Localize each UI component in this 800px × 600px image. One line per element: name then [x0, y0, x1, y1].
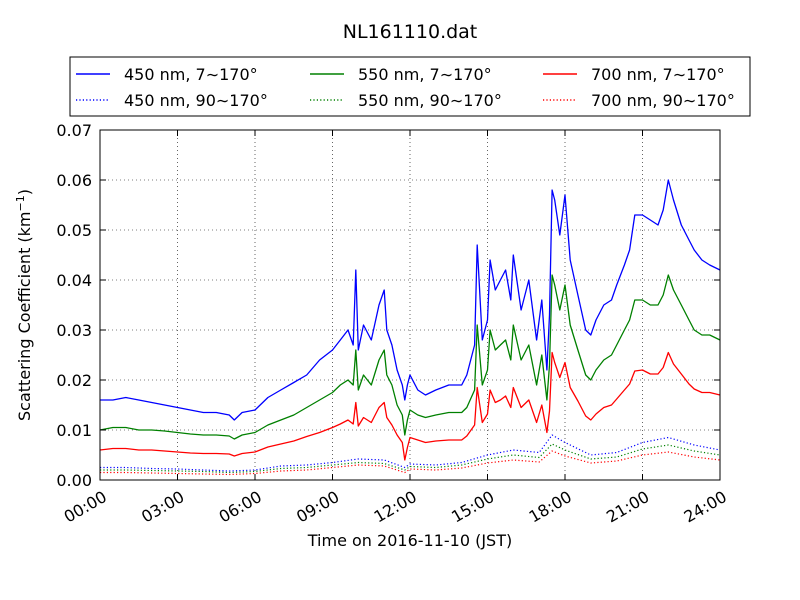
y-axis-label: Scattering Coefficient (km−1)	[14, 189, 34, 421]
x-tick-label: 21:00	[603, 487, 652, 527]
y-axis-label-main: Scattering Coefficient (km	[15, 211, 34, 421]
legend-label: 700 nm, 90∼170°	[591, 91, 735, 110]
x-tick-label: 24:00	[681, 487, 730, 527]
y-tick-label: 0.00	[56, 471, 92, 490]
legend-label: 700 nm, 7∼170°	[591, 65, 725, 84]
legend-label: 550 nm, 90∼170°	[358, 91, 502, 110]
x-tick-label: 00:00	[61, 487, 110, 527]
legend-label: 450 nm, 90∼170°	[124, 91, 268, 110]
series-line	[99, 274, 721, 440]
legend-label: 450 nm, 7∼170°	[124, 65, 258, 84]
y-tick-label: 0.04	[56, 271, 92, 290]
legend: 450 nm, 7∼170° 550 nm, 7∼170° 700 nm, 7∼17…	[69, 56, 751, 117]
y-tick-label: 0.02	[56, 371, 92, 390]
x-tick-label: 12:00	[371, 487, 420, 527]
series-lines	[99, 179, 721, 476]
x-tick-label: 15:00	[448, 487, 497, 527]
x-tick-label: 09:00	[293, 487, 342, 527]
series-line	[100, 179, 721, 421]
x-tick-label: 03:00	[138, 487, 187, 527]
legend-items: 450 nm, 7∼170° 550 nm, 7∼170° 700 nm, 7∼17…	[76, 65, 735, 110]
y-tick-label: 0.05	[56, 221, 92, 240]
chart-title: NL161110.dat	[343, 21, 478, 43]
y-tick-label: 0.06	[56, 171, 92, 190]
series-line	[100, 434, 721, 472]
y-axis-label-exponent: −1	[14, 195, 27, 211]
series-line	[100, 443, 721, 474]
legend-label: 550 nm, 7∼170°	[358, 65, 492, 84]
x-tick-label: 18:00	[526, 487, 575, 527]
series-line	[100, 450, 721, 476]
plot-background	[100, 130, 720, 480]
series-line	[99, 351, 721, 461]
y-axis-label-tail: )	[15, 189, 34, 195]
grid-lines	[100, 130, 720, 480]
y-tick-label: 0.03	[56, 321, 92, 340]
y-tick-label: 0.07	[56, 121, 92, 140]
x-axis-label: Time on 2016-11-10 (JST)	[307, 531, 512, 550]
legend-frame	[69, 56, 751, 117]
y-tick-label: 0.01	[56, 421, 92, 440]
plot-area: 00:00 03:00 06:00 09:00 12:00 15:00 18:00 21:00…	[56, 121, 730, 527]
x-tick-label: 06:00	[216, 487, 265, 527]
y-ticks: 0.00 0.01 0.02 0.03 0.04 0.05 0.06 0.07	[56, 121, 720, 490]
